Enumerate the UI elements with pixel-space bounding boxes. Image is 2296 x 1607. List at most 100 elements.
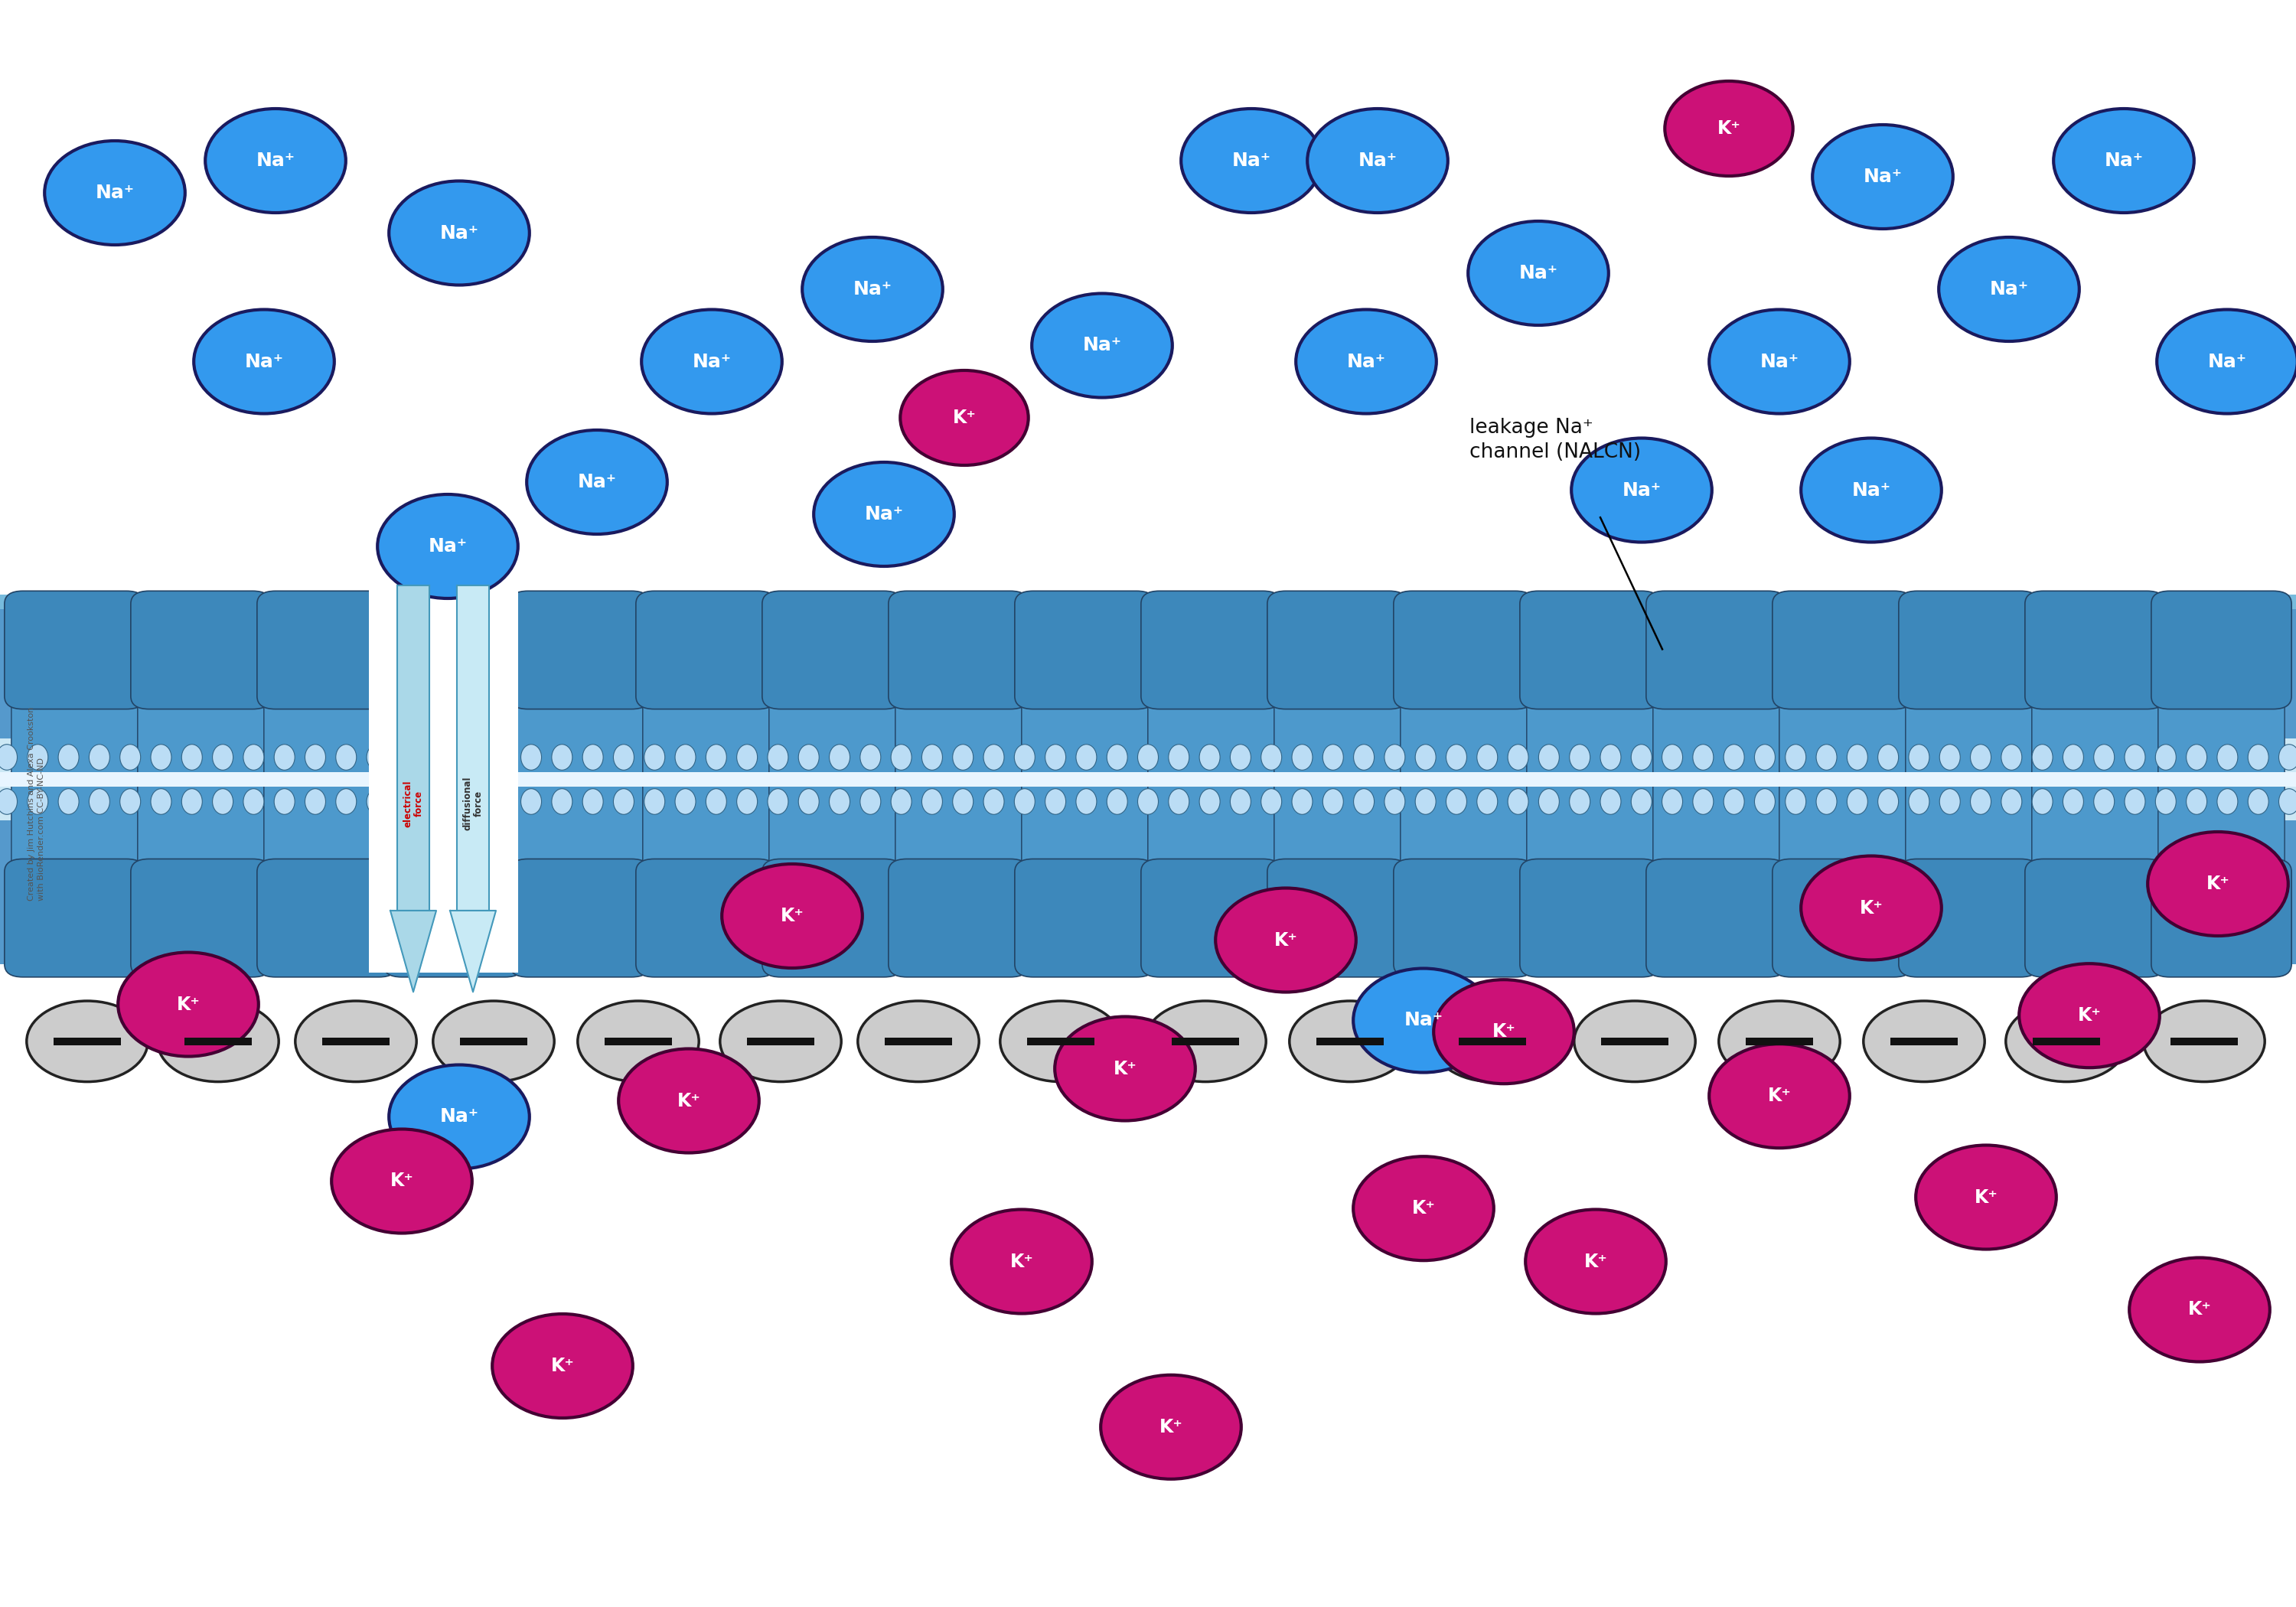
FancyBboxPatch shape — [1773, 858, 1913, 977]
Text: Created by Jim Hutchins and Alexa Crookston
with BioRender.com CC-BY-NC-ND: Created by Jim Hutchins and Alexa Crooks… — [28, 707, 46, 900]
Text: Na⁺: Na⁺ — [693, 352, 730, 371]
Ellipse shape — [2278, 789, 2296, 815]
Ellipse shape — [983, 789, 1003, 815]
Ellipse shape — [618, 1049, 760, 1152]
Ellipse shape — [2094, 744, 2115, 770]
Ellipse shape — [2062, 789, 2082, 815]
Ellipse shape — [489, 789, 510, 815]
Ellipse shape — [28, 789, 48, 815]
Ellipse shape — [397, 789, 418, 815]
Ellipse shape — [1031, 294, 1173, 397]
Ellipse shape — [579, 1001, 698, 1082]
Ellipse shape — [799, 789, 820, 815]
Ellipse shape — [1352, 1157, 1495, 1260]
Ellipse shape — [551, 744, 572, 770]
FancyBboxPatch shape — [264, 609, 390, 958]
Ellipse shape — [1508, 744, 1529, 770]
Ellipse shape — [1630, 744, 1651, 770]
Ellipse shape — [583, 744, 604, 770]
Text: K⁺: K⁺ — [2188, 1300, 2211, 1319]
Ellipse shape — [1215, 889, 1357, 992]
Bar — [1171, 1037, 1240, 1046]
Ellipse shape — [1146, 1001, 1265, 1082]
Ellipse shape — [721, 865, 863, 967]
Ellipse shape — [2053, 109, 2195, 212]
FancyBboxPatch shape — [1401, 609, 1527, 958]
Text: Na⁺: Na⁺ — [1403, 1011, 1442, 1030]
Bar — [459, 1037, 528, 1046]
Ellipse shape — [705, 789, 726, 815]
Bar — [0, 813, 2296, 964]
Ellipse shape — [273, 744, 294, 770]
FancyBboxPatch shape — [2032, 609, 2158, 958]
Ellipse shape — [1261, 789, 1281, 815]
Text: K⁺: K⁺ — [953, 408, 976, 427]
Ellipse shape — [1107, 789, 1127, 815]
Text: K⁺: K⁺ — [390, 1172, 413, 1191]
FancyBboxPatch shape — [1899, 591, 2039, 709]
Ellipse shape — [1525, 1210, 1667, 1313]
Ellipse shape — [57, 744, 78, 770]
Ellipse shape — [645, 789, 666, 815]
Ellipse shape — [1692, 744, 1713, 770]
FancyBboxPatch shape — [762, 858, 902, 977]
Ellipse shape — [1139, 744, 1157, 770]
Ellipse shape — [2156, 310, 2296, 413]
FancyBboxPatch shape — [1267, 591, 1407, 709]
Ellipse shape — [429, 744, 450, 770]
Ellipse shape — [1169, 744, 1189, 770]
Ellipse shape — [2186, 789, 2206, 815]
Ellipse shape — [613, 744, 634, 770]
Text: Na⁺: Na⁺ — [441, 223, 478, 243]
FancyBboxPatch shape — [1015, 858, 1155, 977]
Ellipse shape — [193, 310, 335, 413]
FancyBboxPatch shape — [1394, 591, 1534, 709]
Ellipse shape — [243, 744, 264, 770]
Ellipse shape — [2002, 744, 2023, 770]
Text: K⁺: K⁺ — [551, 1356, 574, 1376]
Ellipse shape — [1384, 744, 1405, 770]
Ellipse shape — [1139, 789, 1157, 815]
Ellipse shape — [2278, 744, 2296, 770]
Ellipse shape — [1724, 744, 1745, 770]
Ellipse shape — [119, 744, 140, 770]
Ellipse shape — [2248, 744, 2268, 770]
Bar — [184, 1037, 253, 1046]
Ellipse shape — [2218, 789, 2239, 815]
Ellipse shape — [921, 789, 941, 815]
FancyBboxPatch shape — [1520, 858, 1660, 977]
Ellipse shape — [28, 744, 48, 770]
Ellipse shape — [459, 744, 480, 770]
FancyBboxPatch shape — [517, 609, 643, 958]
Ellipse shape — [1708, 310, 1851, 413]
Ellipse shape — [1708, 1045, 1851, 1147]
FancyBboxPatch shape — [2151, 858, 2291, 977]
Ellipse shape — [90, 789, 110, 815]
Ellipse shape — [367, 789, 388, 815]
Ellipse shape — [2218, 744, 2239, 770]
Ellipse shape — [521, 744, 542, 770]
Ellipse shape — [2128, 1258, 2271, 1361]
FancyBboxPatch shape — [1267, 858, 1407, 977]
Ellipse shape — [799, 744, 820, 770]
Bar — [397, 585, 429, 911]
Ellipse shape — [2018, 964, 2161, 1067]
Ellipse shape — [1414, 744, 1435, 770]
Ellipse shape — [1054, 1017, 1196, 1120]
Ellipse shape — [214, 789, 234, 815]
FancyBboxPatch shape — [769, 609, 895, 958]
Ellipse shape — [1662, 744, 1683, 770]
Text: K⁺: K⁺ — [177, 995, 200, 1014]
Ellipse shape — [1476, 789, 1497, 815]
Ellipse shape — [1720, 1001, 1839, 1082]
Ellipse shape — [1077, 789, 1097, 815]
Ellipse shape — [1467, 222, 1609, 325]
Ellipse shape — [331, 1130, 473, 1233]
Ellipse shape — [1970, 789, 1991, 815]
Ellipse shape — [829, 744, 850, 770]
Ellipse shape — [1433, 980, 1575, 1083]
Ellipse shape — [1355, 789, 1375, 815]
Text: Na⁺: Na⁺ — [1621, 480, 1660, 500]
FancyBboxPatch shape — [1141, 591, 1281, 709]
Ellipse shape — [152, 744, 172, 770]
